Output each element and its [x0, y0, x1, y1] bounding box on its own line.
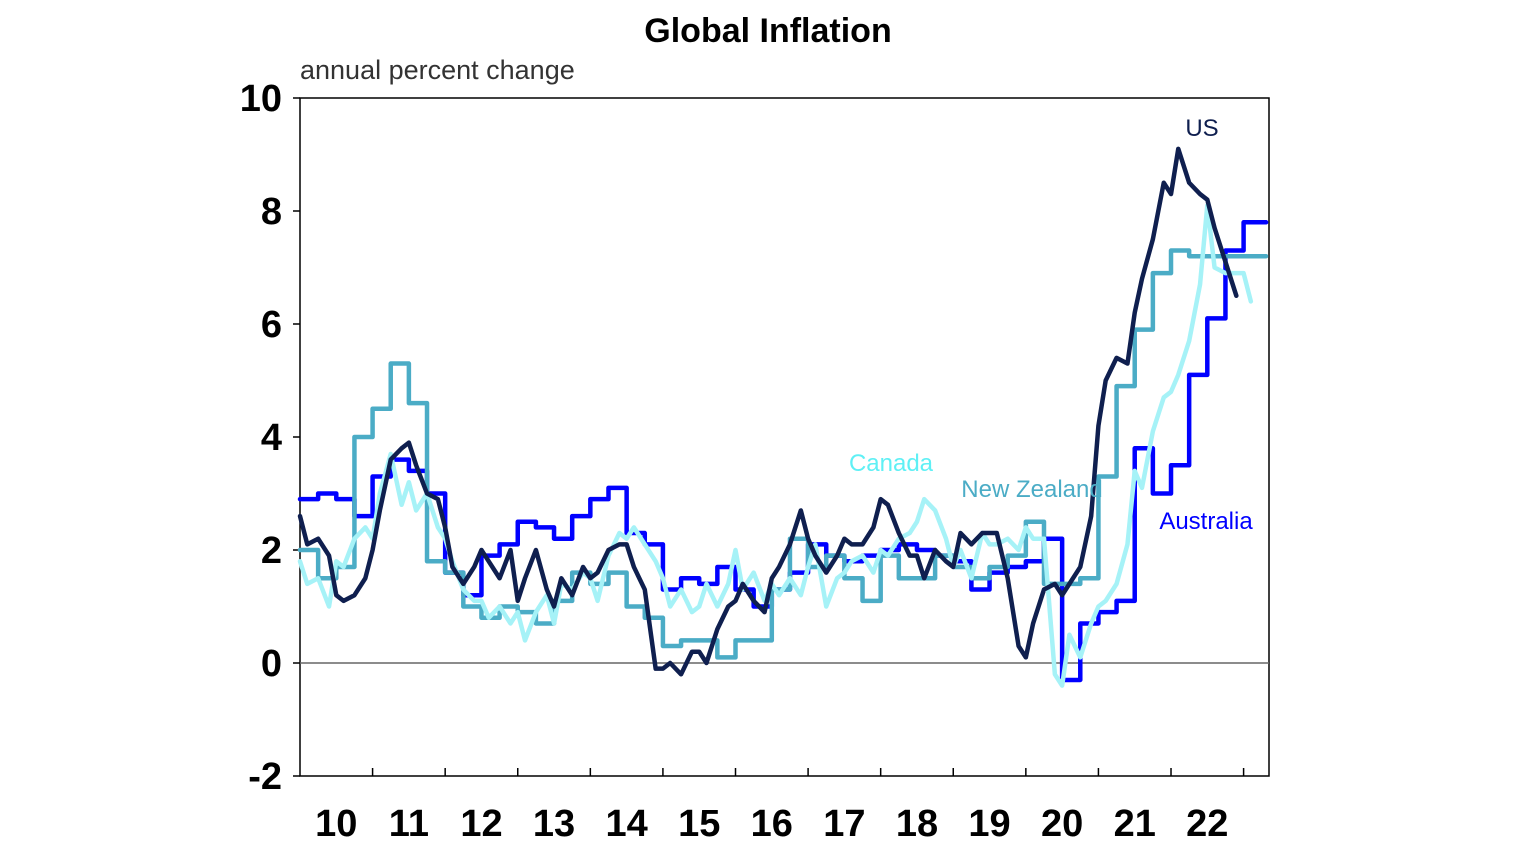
y-tick-label: 0	[261, 643, 282, 685]
series-group	[297, 146, 1269, 688]
series-label-canada: Canada	[849, 450, 934, 477]
series-labels: Australia New Zealand Canada US	[849, 115, 1253, 535]
series-label-new-zealand: New Zealand	[961, 476, 1102, 503]
y-tick-label: 4	[261, 417, 282, 459]
x-tick-label: 18	[896, 803, 938, 845]
series-label-australia: Australia	[1159, 508, 1253, 535]
series-line-new-zealand	[297, 248, 1269, 660]
y-tick-label: 2	[261, 530, 282, 572]
y-tick-label: 10	[240, 78, 282, 120]
plot-frame	[299, 97, 1270, 777]
x-tick-label: 21	[1114, 803, 1156, 845]
x-tick-label: 20	[1041, 803, 1083, 845]
x-tick-label: 15	[678, 803, 720, 845]
y-axis-label: annual percent change	[300, 55, 575, 85]
y-axis: 10 8 6 4 2 0 -2	[240, 78, 300, 798]
x-tick-label: 17	[823, 803, 865, 845]
x-tick-label: 13	[533, 803, 575, 845]
y-tick-label: -2	[248, 756, 282, 798]
series-line-us	[297, 146, 1239, 677]
x-tick-label: 11	[389, 803, 429, 845]
x-tick-label: 12	[460, 803, 502, 845]
y-tick-label: 6	[261, 304, 282, 346]
x-tick-label: 16	[751, 803, 793, 845]
chart-title: Global Inflation	[644, 12, 891, 50]
x-axis: 10 11 12 13 14 15 16 17 18 19 20 21 22	[315, 768, 1245, 845]
y-tick-label: 8	[261, 191, 282, 233]
x-tick-label: 10	[315, 803, 357, 845]
x-tick-label: 22	[1186, 803, 1228, 845]
x-tick-label: 19	[968, 803, 1010, 845]
series-line-australia	[297, 220, 1269, 683]
series-label-us: US	[1185, 115, 1218, 142]
x-tick-label: 14	[605, 803, 647, 845]
